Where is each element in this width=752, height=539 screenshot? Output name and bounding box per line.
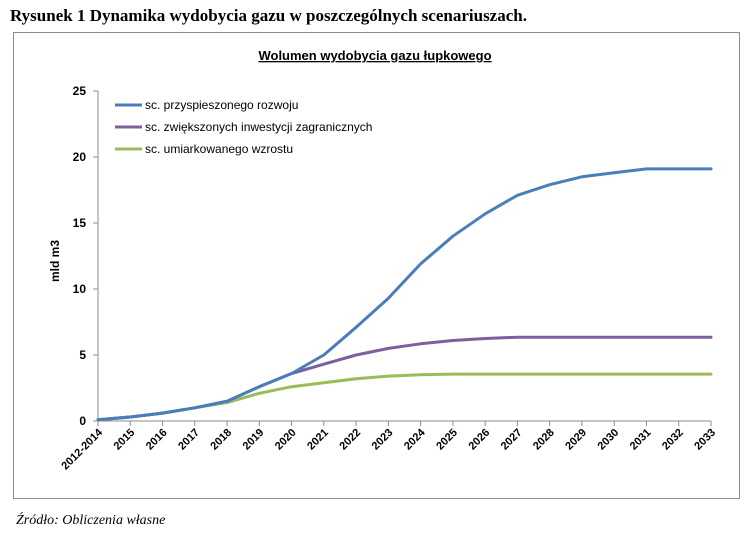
source-note: Źródło: Obliczenia własne	[16, 513, 166, 528]
x-tick-label: 2015	[112, 427, 138, 453]
series-line	[96, 372, 713, 422]
chart-title: Wolumen wydobycia gazu łupkowego	[258, 48, 491, 63]
y-tick-label: 20	[73, 150, 87, 164]
x-tick-label: 2019	[241, 427, 267, 453]
x-tick-label: 2031	[628, 427, 654, 453]
series-line	[96, 167, 713, 422]
y-tick-label: 10	[73, 282, 87, 296]
y-tick-label: 5	[79, 348, 86, 362]
x-tick-label: 2017	[176, 427, 202, 453]
x-tick-label: 2016	[144, 427, 170, 453]
x-tick-label: 2020	[273, 427, 299, 453]
x-tick-label: 2023	[370, 427, 396, 453]
x-tick-label: 2024	[402, 426, 428, 452]
x-tick-label: 2033	[692, 427, 718, 453]
y-tick-label: 0	[79, 414, 86, 428]
legend-label: sc. zwiększonych inwestycji zagranicznyc…	[145, 120, 372, 134]
figure-caption: Rysunek 1 Dynamika wydobycia gazu w posz…	[10, 6, 527, 25]
y-tick-label: 15	[73, 216, 87, 230]
x-tick-label: 2012-2014	[59, 426, 105, 472]
chart-frame: Wolumen wydobycia gazu łupkowego 0 5 10 15 2…	[13, 32, 740, 499]
x-tick-label: 2030	[596, 427, 622, 453]
y-axis-label: mld m3	[48, 240, 62, 282]
x-tick-label: 2025	[434, 427, 460, 453]
legend: sc. przyspieszonego rozwoju sc. zwiększon…	[115, 98, 372, 156]
legend-label: sc. przyspieszonego rozwoju	[145, 98, 298, 112]
x-tick-label: 2027	[499, 427, 525, 453]
x-tick-label: 2021	[305, 427, 331, 453]
x-tick-label: 2029	[563, 427, 589, 453]
x-tick-label: 2018	[208, 427, 234, 453]
x-tick-label: 2028	[531, 427, 557, 453]
line-chart: Wolumen wydobycia gazu łupkowego 0 5 10 15 2…	[48, 48, 718, 472]
x-tick-label: 2026	[466, 427, 492, 453]
y-tick-label: 25	[73, 84, 87, 98]
x-tick-label: 2032	[660, 427, 686, 453]
series-lines	[96, 167, 713, 422]
legend-label: sc. umiarkowanego wzrostu	[145, 142, 293, 156]
x-tick-label: 2022	[337, 427, 363, 453]
